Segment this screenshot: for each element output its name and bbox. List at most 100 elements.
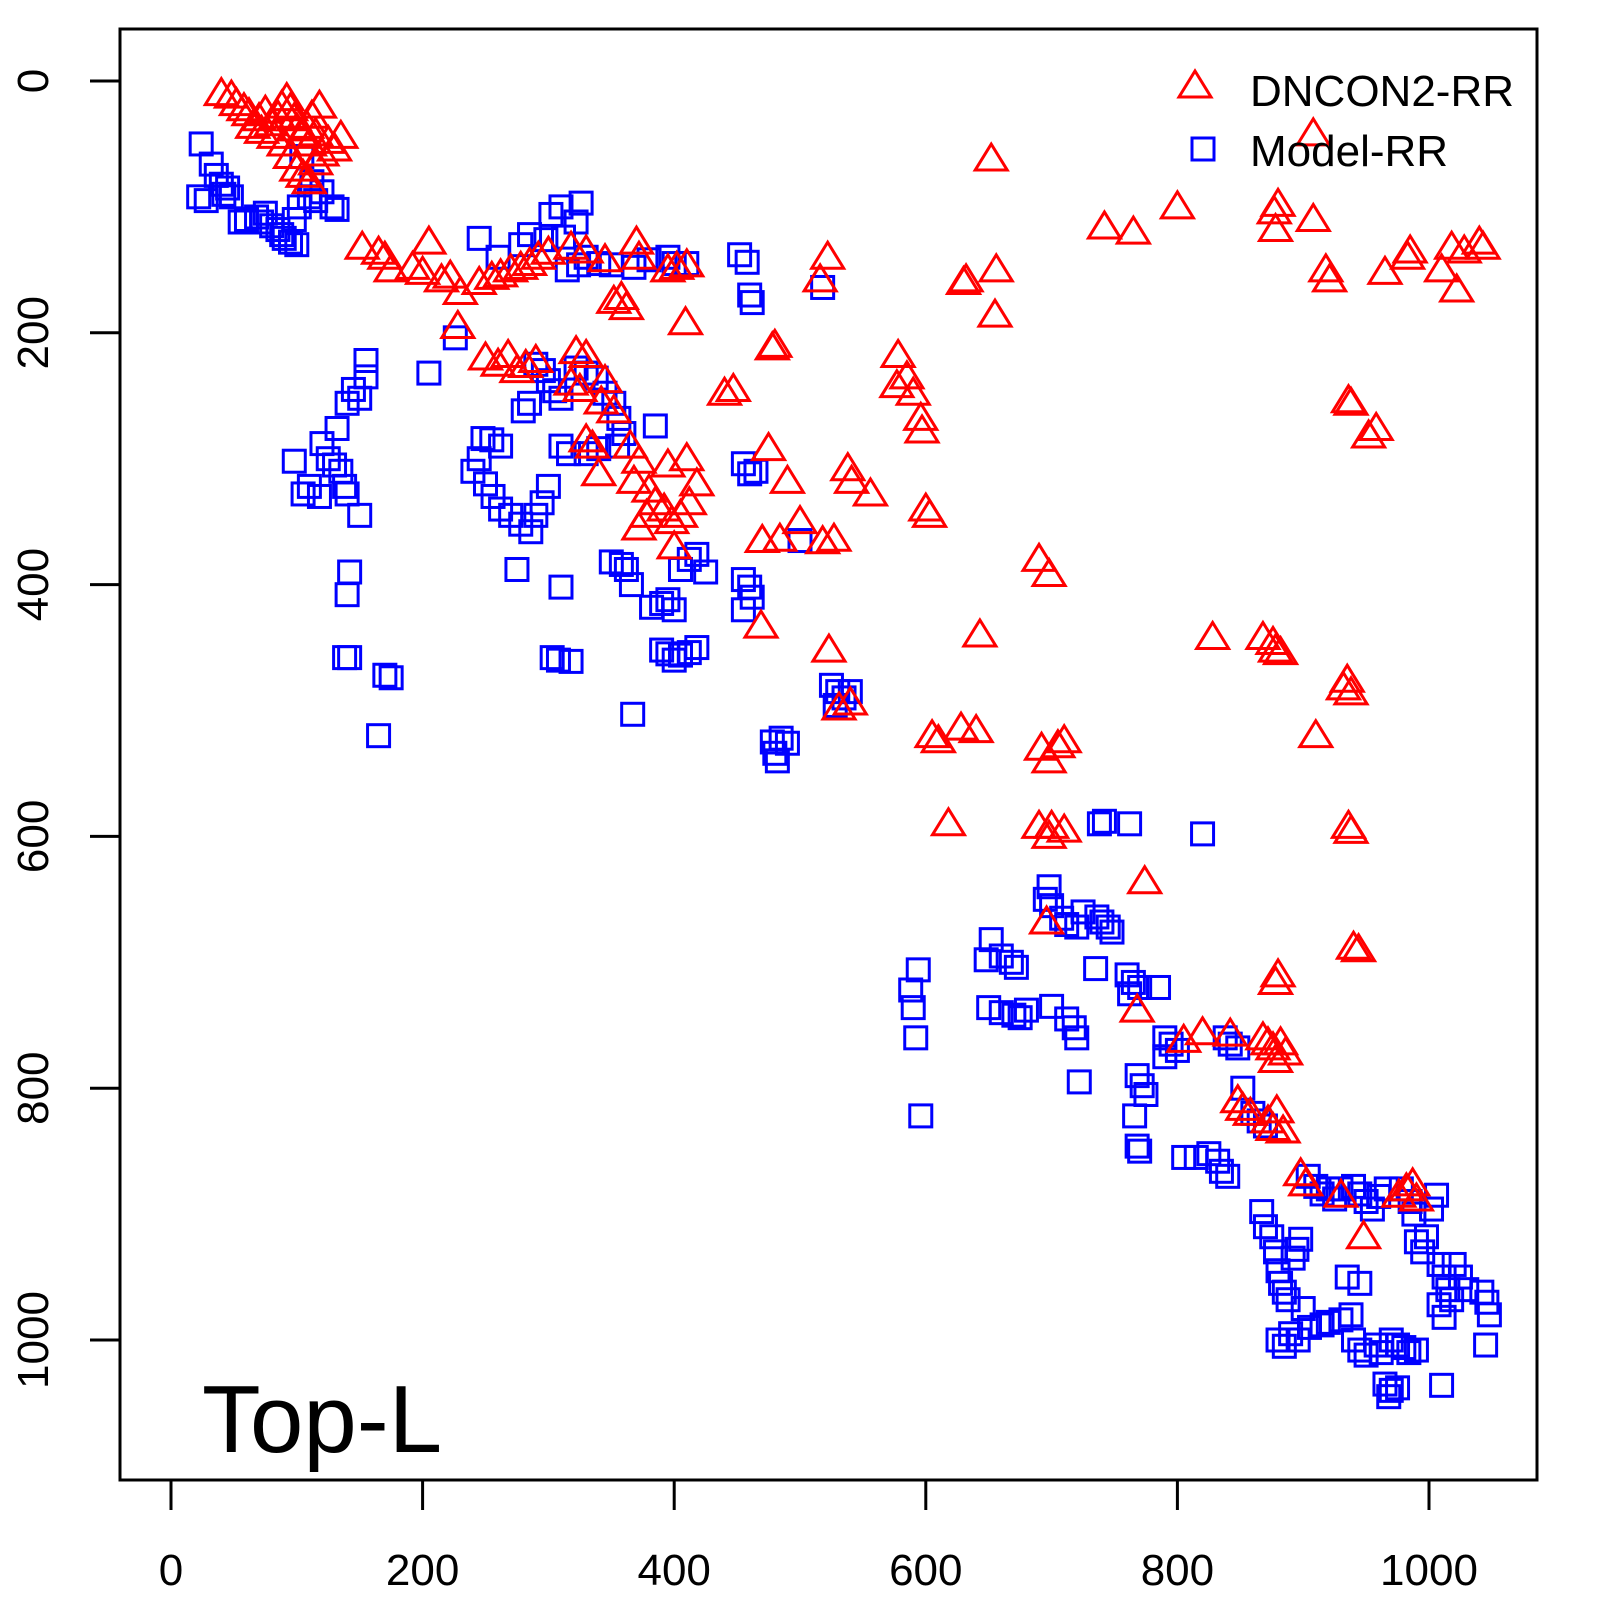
y-axis: 0 200 400 600 800 1000 — [9, 69, 120, 1389]
point-square — [542, 378, 568, 404]
point-triangle — [670, 484, 708, 516]
point-triangle — [1259, 186, 1297, 217]
point-square — [1396, 1340, 1422, 1366]
point-square — [517, 390, 543, 416]
point-square — [186, 184, 212, 210]
point-square — [1431, 1304, 1457, 1330]
point-square — [693, 559, 719, 585]
point-triangle — [1030, 818, 1068, 849]
point-square — [1249, 1199, 1275, 1225]
point-square — [676, 546, 702, 572]
point-triangle — [1339, 931, 1378, 963]
point-square — [1454, 1277, 1480, 1303]
point-triangle — [552, 365, 590, 396]
point-square — [730, 597, 756, 623]
point-square — [568, 190, 594, 216]
point-square — [1376, 1384, 1402, 1410]
point-triangle — [913, 717, 951, 749]
point-triangle — [655, 528, 693, 560]
point-square — [1171, 1144, 1197, 1170]
point-triangle — [1114, 214, 1153, 245]
point-triangle — [649, 447, 687, 478]
point-square — [998, 949, 1024, 975]
point-square — [324, 415, 350, 441]
point-square — [1359, 1196, 1385, 1222]
point-square — [1378, 1377, 1404, 1403]
point-triangle — [831, 685, 870, 716]
point-triangle — [567, 421, 605, 453]
point-triangle — [977, 251, 1015, 283]
point-triangle — [957, 712, 995, 744]
point-square — [1429, 1372, 1455, 1398]
point-triangle — [714, 371, 753, 402]
point-triangle — [567, 337, 605, 368]
point-square — [730, 567, 756, 593]
point-square — [337, 559, 363, 585]
point-triangle — [1329, 808, 1368, 839]
point-square — [563, 209, 589, 235]
point-triangle — [1380, 1177, 1418, 1208]
point-triangle — [829, 450, 867, 482]
point-triangle — [343, 229, 381, 260]
point-triangle — [1357, 410, 1395, 441]
point-triangle — [517, 342, 555, 373]
point-triangle — [393, 249, 432, 280]
point-square — [218, 184, 244, 210]
point-triangle — [815, 521, 853, 552]
point-square — [1127, 1138, 1153, 1164]
point-triangle — [242, 113, 281, 144]
point-square — [1064, 1025, 1090, 1051]
point-square — [535, 473, 561, 499]
point-square — [903, 1025, 929, 1051]
point-square — [545, 647, 571, 673]
point-triangle — [910, 497, 949, 528]
point-triangle — [972, 141, 1010, 172]
point-triangle — [519, 239, 558, 270]
point-square — [988, 1000, 1014, 1026]
point-square — [1309, 1312, 1335, 1338]
point-square — [1447, 1264, 1473, 1290]
point-square — [1117, 811, 1143, 837]
point-triangle — [1231, 1095, 1270, 1126]
point-square — [620, 701, 646, 727]
point-square — [1303, 1173, 1329, 1199]
point-square — [676, 640, 702, 666]
point-square — [332, 645, 358, 671]
point-triangle — [1258, 1092, 1296, 1124]
point-triangle — [441, 274, 480, 306]
point-square — [1152, 1044, 1178, 1070]
point-square — [1426, 1292, 1452, 1318]
point-square — [1066, 1069, 1092, 1095]
point-square — [759, 729, 785, 755]
point-square — [900, 995, 926, 1021]
point-square — [642, 413, 668, 439]
point-square — [1146, 974, 1172, 1000]
point-square — [727, 242, 753, 268]
x-tick-label: 600 — [889, 1546, 962, 1595]
point-square — [764, 748, 790, 774]
point-square — [347, 502, 373, 528]
point-triangle — [1349, 418, 1388, 449]
point-square — [319, 194, 345, 220]
point-triangle — [678, 466, 716, 497]
point-triangle — [1422, 251, 1461, 283]
point-triangle — [507, 347, 545, 379]
point-triangle — [903, 413, 941, 444]
legend-label-dncon2: DNCON2-RR — [1250, 67, 1514, 116]
point-triangle — [1244, 619, 1282, 650]
point-square — [684, 635, 710, 661]
point-square — [1099, 919, 1125, 945]
point-triangle — [1256, 632, 1295, 663]
y-tick-label: 0 — [9, 69, 58, 93]
point-triangle — [1266, 1035, 1305, 1066]
point-square — [353, 347, 379, 373]
point-triangle — [756, 327, 794, 358]
point-triangle — [1322, 1177, 1360, 1208]
point-triangle — [202, 75, 241, 107]
point-triangle — [422, 262, 461, 293]
point-triangle — [1045, 722, 1083, 754]
point-triangle — [1030, 556, 1068, 588]
series-model-rr — [186, 131, 1502, 1410]
point-triangle — [1085, 209, 1124, 240]
